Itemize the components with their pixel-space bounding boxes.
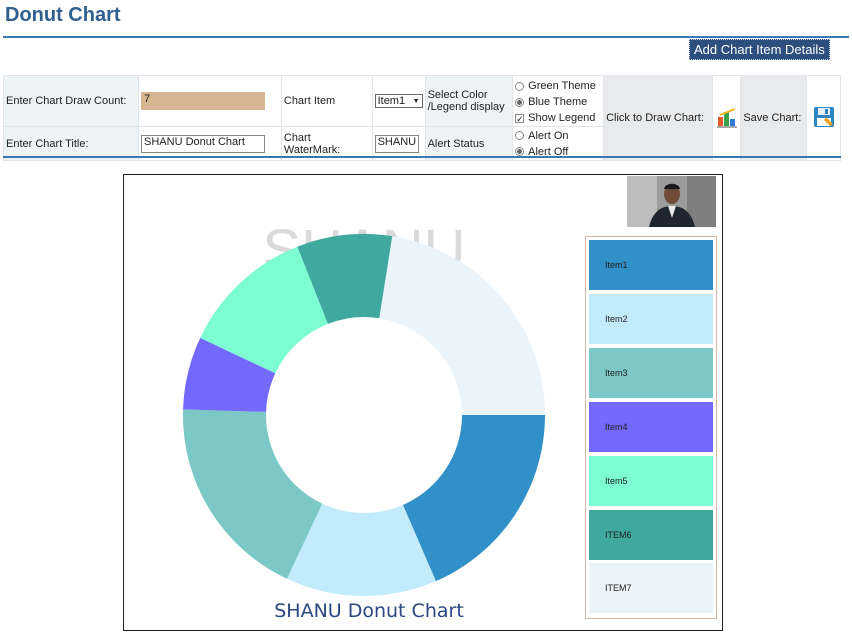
legend-item-1: Item1	[589, 240, 713, 290]
blue-theme-label: Blue Theme	[528, 96, 588, 108]
legend-label: Item3	[605, 367, 628, 378]
legend-item-5: Item5	[589, 455, 713, 506]
add-chart-item-details-button[interactable]: Add Chart Item Details	[689, 39, 830, 60]
page-title: Donut Chart	[5, 4, 121, 26]
select-color-label-line2: /Legend display	[427, 101, 505, 113]
blue-theme-option[interactable]: Blue Theme	[515, 94, 601, 110]
green-theme-radio[interactable]	[515, 81, 525, 91]
theme-options-cell: Green Theme Blue Theme ✓ Show Legend	[512, 75, 605, 127]
alert-off-label: Alert Off	[528, 145, 569, 158]
title-divider	[3, 36, 849, 38]
watermark-input[interactable]: SHANU	[374, 134, 419, 153]
legend-label: ITEM7	[605, 583, 632, 594]
donut-slice-5	[200, 246, 328, 374]
show-legend-checkbox[interactable]: ✓	[515, 113, 525, 124]
chart-canvas: SHANU SHANU Donut Chart Item1Item2Item3I…	[123, 174, 723, 631]
donut-slice-4	[183, 337, 276, 412]
title-cell: SHANU Donut Chart	[138, 126, 282, 161]
donut-slice-2	[286, 503, 436, 596]
select-color-label-line1: Select Color	[427, 89, 488, 101]
draw-count-cell: 7	[138, 75, 282, 127]
show-legend-label: Show Legend	[528, 112, 596, 124]
alert-status-label: Alert Status	[424, 126, 514, 161]
alert-on-label: Alert On	[528, 129, 569, 142]
donut-slice-6	[297, 234, 393, 324]
green-theme-label: Green Theme	[528, 80, 596, 92]
chart-item-selected: Item1	[377, 95, 406, 107]
legend-item-3: Item3	[589, 347, 713, 398]
donut-slice-3	[183, 409, 323, 579]
save-chart-label: Save Chart:	[740, 75, 807, 161]
chart-settings-form: Enter Chart Draw Count: 7 Chart Item Ite…	[2, 75, 841, 161]
draw-chart-cell	[712, 75, 742, 161]
legend-label: ITEM6	[605, 529, 632, 540]
alert-off-radio[interactable]	[515, 147, 525, 156]
save-disk-icon[interactable]	[812, 105, 836, 129]
legend-item-6: ITEM6	[589, 509, 713, 560]
chart-legend: Item1 Item2 Item3 Item4 Item5 ITEM6 ITEM7	[585, 236, 717, 619]
blue-theme-radio[interactable]	[515, 97, 525, 107]
form-divider	[3, 156, 841, 158]
chevron-down-icon: ▼	[412, 97, 420, 105]
alert-on-option[interactable]: Alert On	[515, 128, 601, 144]
chart-title-input[interactable]: SHANU Donut Chart	[141, 134, 266, 153]
legend-item-2: Item2	[589, 293, 713, 344]
chart-item-label: Chart Item	[280, 75, 373, 127]
title-label: Enter Chart Title:	[2, 126, 140, 161]
legend-label: Item2	[605, 313, 628, 324]
draw-count-input[interactable]: 7	[141, 92, 266, 110]
chart-item-cell: Item1 ▼	[371, 75, 426, 127]
show-legend-option[interactable]: ✓ Show Legend	[515, 110, 601, 126]
donut-slice-1	[402, 415, 545, 582]
draw-chart-label: Click to Draw Chart:	[603, 75, 714, 161]
legend-item-4: Item4	[589, 401, 713, 452]
save-chart-cell	[806, 75, 841, 161]
legend-item-7: ITEM7	[589, 563, 713, 614]
alert-off-option[interactable]: Alert Off	[515, 144, 601, 160]
legend-label: Item4	[605, 421, 628, 432]
alert-on-radio[interactable]	[515, 131, 525, 140]
donut-slice-7	[379, 236, 545, 415]
green-theme-option[interactable]: Green Theme	[515, 78, 601, 94]
author-photo	[627, 176, 716, 227]
watermark-cell: SHANU	[371, 126, 426, 161]
legend-label: Item1	[605, 260, 628, 270]
chart-item-select[interactable]: Item1 ▼	[374, 94, 423, 108]
legend-label: Item5	[605, 475, 628, 486]
chart-title: SHANU Donut Chart	[274, 600, 464, 622]
select-color-label: Select Color /Legend display	[424, 75, 514, 127]
draw-count-label: Enter Chart Draw Count:	[2, 75, 140, 127]
bar-chart-icon[interactable]	[716, 106, 738, 128]
donut-chart: SHANU SHANU Donut Chart	[183, 218, 545, 622]
alert-options-cell: Alert On Alert Off	[512, 126, 605, 161]
